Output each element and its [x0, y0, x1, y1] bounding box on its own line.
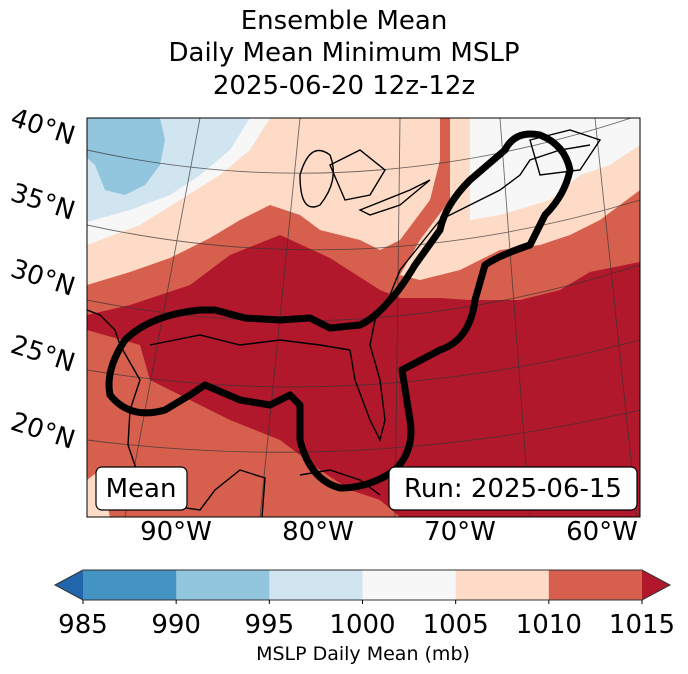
map-frame — [86, 117, 641, 518]
field-990-995 — [87, 118, 165, 195]
title-line-3: 2025-06-20 12z-12z — [212, 71, 476, 101]
lon-label-80w: 80°W — [282, 517, 354, 547]
lat-label-30n: 30°N — [7, 254, 79, 303]
colorbar-tick-label: 1015 — [609, 610, 675, 640]
lon-label-60w: 60°W — [566, 517, 638, 547]
title-line-2: Daily Mean Minimum MSLP — [168, 38, 520, 68]
colorbar-band-1 — [176, 570, 270, 600]
lat-label-25n: 25°N — [7, 330, 79, 379]
colorbar-tick-label: 1000 — [329, 610, 395, 640]
colorbar-label: MSLP Daily Mean (mb) — [256, 643, 470, 665]
mean-annotation-text: Mean — [106, 474, 177, 504]
map-panel — [87, 118, 640, 517]
colorbar-tick-label: 1005 — [423, 610, 489, 640]
colorbar-tick-label: 985 — [58, 610, 108, 640]
colorbar-band-4 — [455, 570, 550, 600]
run-annotation: Run: 2025-06-15 — [388, 466, 638, 511]
coastlines — [87, 129, 602, 517]
lon-label-70w: 70°W — [424, 517, 496, 547]
run-annotation-text: Run: 2025-06-15 — [404, 474, 622, 504]
colorbar-tick-label: 1010 — [516, 610, 582, 640]
colorbar-band-2 — [269, 570, 363, 600]
ensemble-contour — [105, 130, 574, 492]
lat-label-20n: 20°N — [7, 407, 79, 456]
mean-annotation: Mean — [95, 466, 188, 511]
title-line-1: Ensemble Mean — [240, 6, 448, 36]
colorbar: 985 990 995 1000 1005 1010 1015 — [53, 569, 675, 640]
lat-label-40n: 40°N — [7, 103, 79, 152]
colorbar-extend-over — [642, 570, 670, 600]
colorbar-extend-under — [55, 570, 83, 600]
field-1005-1010 — [87, 118, 640, 517]
colorbar-band-5 — [548, 570, 643, 600]
colorbar-band-3 — [362, 570, 457, 600]
colorbar-tick-label: 995 — [245, 610, 295, 640]
lat-label-35n: 35°N — [7, 178, 79, 227]
colorbar-band-0 — [83, 570, 177, 600]
lon-label-90w: 90°W — [140, 517, 212, 547]
colorbar-tick-label: 990 — [151, 610, 201, 640]
